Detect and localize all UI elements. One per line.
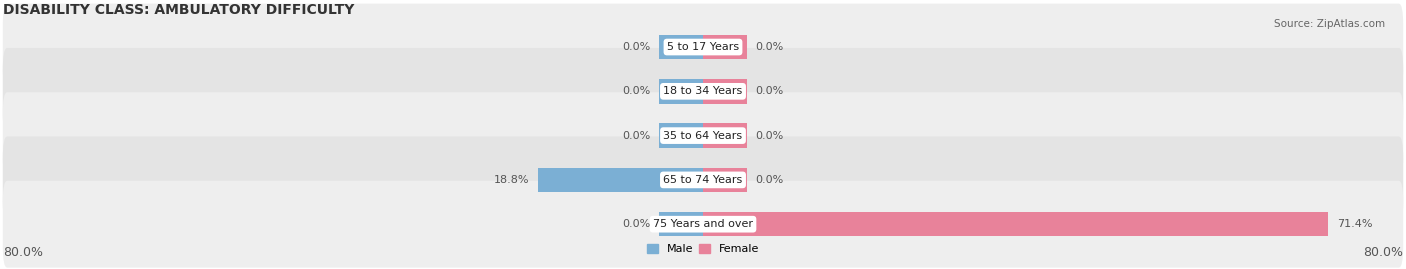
Bar (659, 35, 703, 59)
Bar (659, 123, 703, 148)
Text: DISABILITY CLASS: AMBULATORY DIFFICULTY: DISABILITY CLASS: AMBULATORY DIFFICULTY (3, 3, 354, 17)
Text: 71.4%: 71.4% (1337, 219, 1372, 229)
FancyBboxPatch shape (3, 48, 1403, 135)
FancyBboxPatch shape (3, 3, 1403, 90)
Text: 80.0%: 80.0% (3, 246, 42, 259)
Bar (703, 35, 747, 59)
Text: 0.0%: 0.0% (755, 42, 783, 52)
Bar (703, 123, 747, 148)
Text: Source: ZipAtlas.com: Source: ZipAtlas.com (1274, 19, 1385, 29)
Text: 18 to 34 Years: 18 to 34 Years (664, 86, 742, 96)
Bar (703, 79, 747, 104)
Text: 0.0%: 0.0% (755, 86, 783, 96)
Text: 80.0%: 80.0% (1364, 246, 1403, 259)
Bar (703, 168, 747, 192)
Text: 0.0%: 0.0% (623, 131, 651, 141)
Text: 5 to 17 Years: 5 to 17 Years (666, 42, 740, 52)
Text: 18.8%: 18.8% (494, 175, 530, 185)
Text: 75 Years and over: 75 Years and over (652, 219, 754, 229)
Bar (659, 79, 703, 104)
Bar (538, 168, 703, 192)
Text: 0.0%: 0.0% (623, 42, 651, 52)
Text: 0.0%: 0.0% (755, 131, 783, 141)
Legend: Male, Female: Male, Female (643, 239, 763, 259)
FancyBboxPatch shape (3, 92, 1403, 179)
Text: 35 to 64 Years: 35 to 64 Years (664, 131, 742, 141)
FancyBboxPatch shape (3, 136, 1403, 223)
Bar (703, 212, 1327, 236)
Text: 0.0%: 0.0% (623, 86, 651, 96)
Bar (659, 212, 703, 236)
FancyBboxPatch shape (3, 181, 1403, 268)
Text: 0.0%: 0.0% (755, 175, 783, 185)
Text: 0.0%: 0.0% (623, 219, 651, 229)
Text: 65 to 74 Years: 65 to 74 Years (664, 175, 742, 185)
